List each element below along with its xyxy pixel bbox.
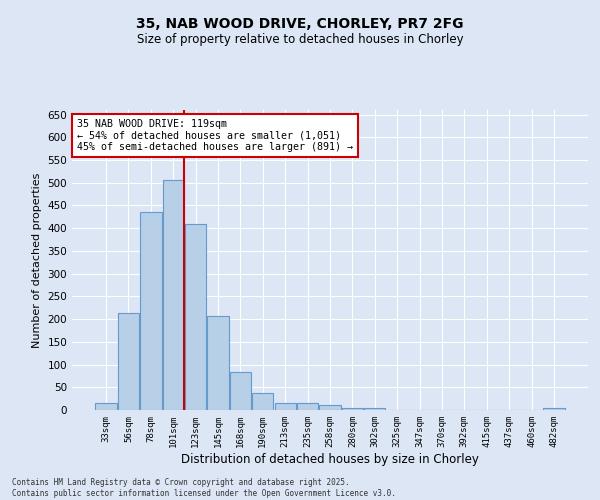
- Bar: [297, 403, 318, 410]
- X-axis label: Distribution of detached houses by size in Chorley: Distribution of detached houses by size …: [181, 452, 479, 466]
- Text: 35 NAB WOOD DRIVE: 119sqm
← 54% of detached houses are smaller (1,051)
45% of se: 35 NAB WOOD DRIVE: 119sqm ← 54% of detac…: [77, 119, 353, 152]
- Bar: [118, 313, 139, 410]
- Bar: [230, 372, 251, 410]
- Bar: [140, 212, 161, 410]
- Bar: [342, 408, 363, 410]
- Bar: [163, 180, 184, 410]
- Text: Size of property relative to detached houses in Chorley: Size of property relative to detached ho…: [137, 32, 463, 46]
- Bar: [364, 408, 385, 410]
- Bar: [275, 403, 296, 410]
- Y-axis label: Number of detached properties: Number of detached properties: [32, 172, 42, 348]
- Bar: [319, 405, 341, 410]
- Bar: [543, 408, 565, 410]
- Bar: [252, 393, 274, 410]
- Bar: [95, 403, 117, 410]
- Bar: [185, 224, 206, 410]
- Text: 35, NAB WOOD DRIVE, CHORLEY, PR7 2FG: 35, NAB WOOD DRIVE, CHORLEY, PR7 2FG: [136, 18, 464, 32]
- Bar: [208, 316, 229, 410]
- Text: Contains HM Land Registry data © Crown copyright and database right 2025.
Contai: Contains HM Land Registry data © Crown c…: [12, 478, 396, 498]
